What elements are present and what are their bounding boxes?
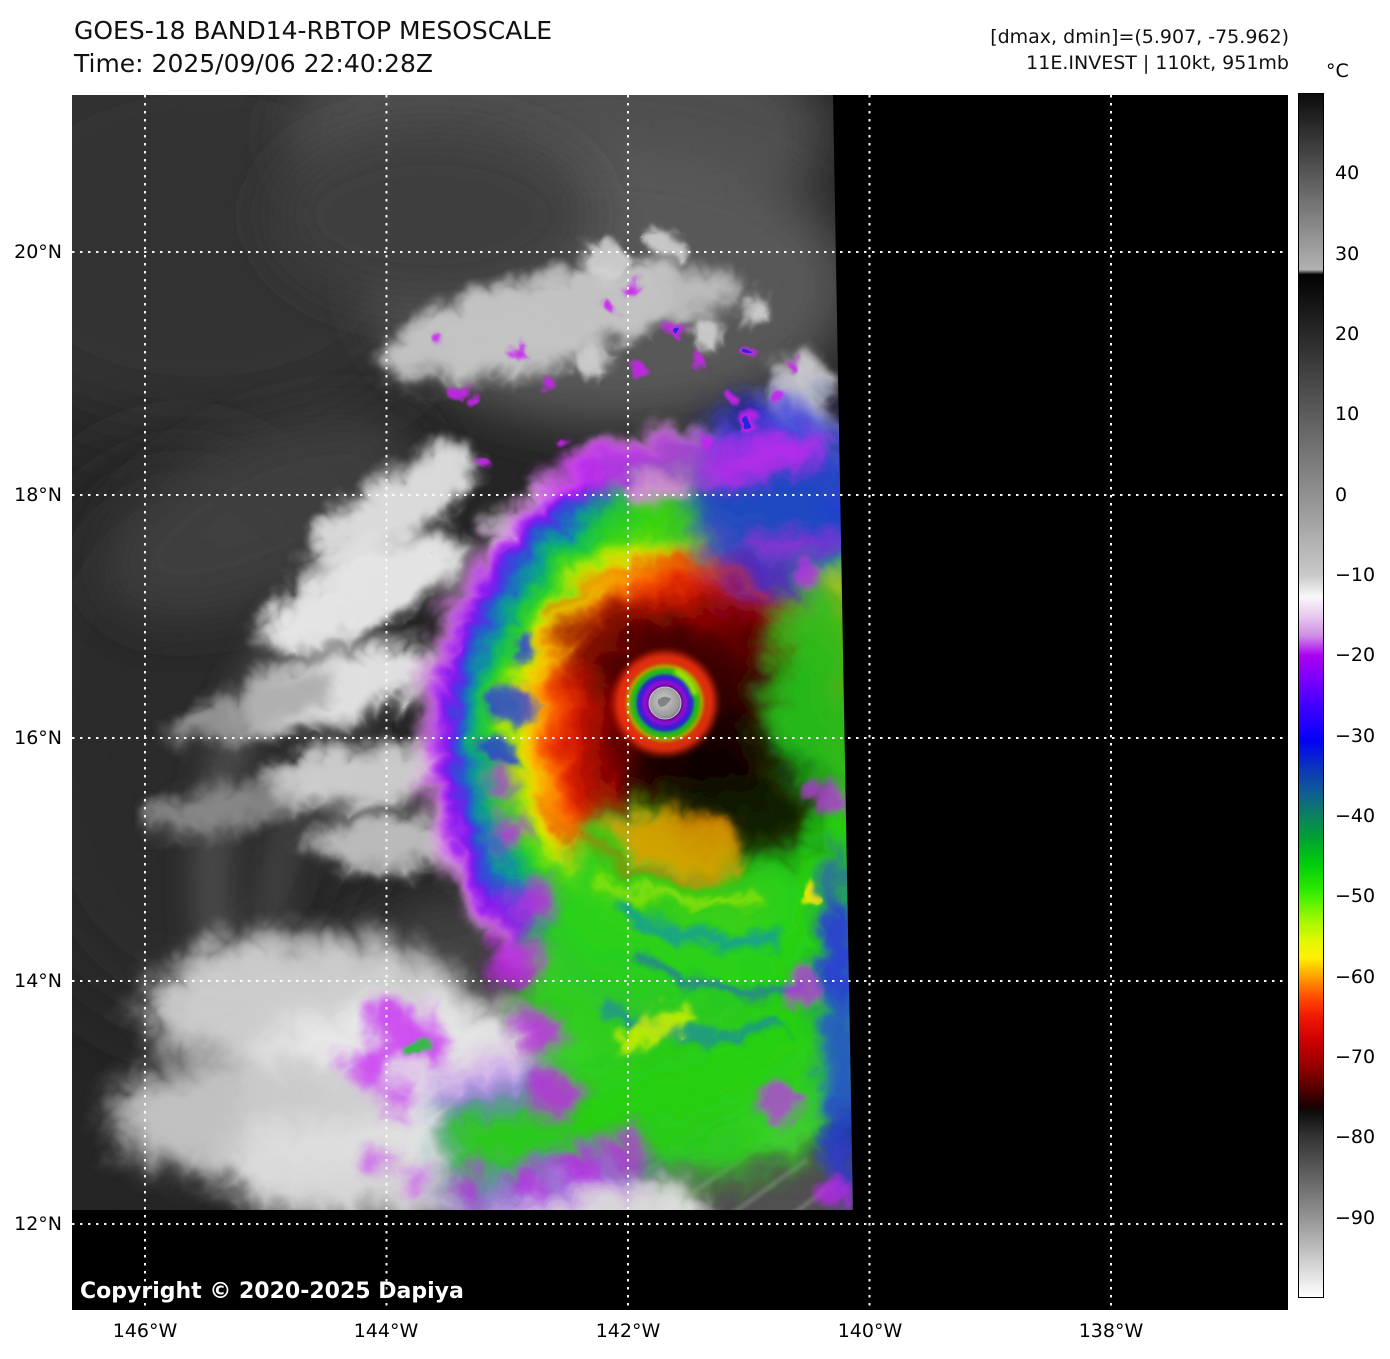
- lat-label-18n: 18°N: [14, 484, 62, 506]
- lat-label-12n: 12°N: [14, 1213, 62, 1235]
- map-plot: Copyright © 2020-2025 Dapiya: [72, 95, 1288, 1310]
- colorbar-tick-0: 0: [1335, 484, 1348, 506]
- colorbar-tick-m10: −10: [1335, 564, 1376, 586]
- copyright-label: Copyright © 2020-2025 Dapiya: [80, 1279, 464, 1304]
- colorbar-tick-m30: −30: [1335, 725, 1376, 747]
- satellite-data-layer: [72, 95, 853, 1210]
- colorbar-tick-m40: −40: [1335, 805, 1376, 827]
- colorbar: [1298, 93, 1324, 1298]
- colorbar-tick-m20: −20: [1335, 644, 1376, 666]
- figure-info: [dmax, dmin]=(5.907, -75.962) 11E.INVEST…: [990, 24, 1289, 76]
- colorbar-tick-30: 30: [1335, 243, 1360, 265]
- lat-label-20n: 20°N: [14, 241, 62, 263]
- colorbar-tick-m60: −60: [1335, 966, 1376, 988]
- satellite-image: [72, 95, 1288, 1310]
- lat-label-16n: 16°N: [14, 727, 62, 749]
- graticule: [72, 95, 1288, 1310]
- colorbar-tick-m50: −50: [1335, 885, 1376, 907]
- lon-label-146w: 146°W: [112, 1320, 178, 1342]
- lon-label-144w: 144°W: [353, 1320, 419, 1342]
- lon-label-138w: 138°W: [1078, 1320, 1144, 1342]
- info-dmax-dmin: [dmax, dmin]=(5.907, -75.962): [990, 26, 1289, 48]
- title-line2: Time: 2025/09/06 22:40:28Z: [74, 49, 433, 78]
- figure-title: GOES-18 BAND14-RBTOP MESOSCALE Time: 202…: [74, 14, 552, 80]
- lon-label-140w: 140°W: [837, 1320, 903, 1342]
- colorbar-tick-10: 10: [1335, 403, 1360, 425]
- lon-label-142w: 142°W: [595, 1320, 661, 1342]
- lat-label-14n: 14°N: [14, 970, 62, 992]
- title-line1: GOES-18 BAND14-RBTOP MESOSCALE: [74, 16, 553, 45]
- colorbar-tick-m70: −70: [1335, 1046, 1376, 1068]
- colorbar-unit-label: °C: [1326, 60, 1349, 82]
- colorbar-tick-20: 20: [1335, 323, 1360, 345]
- colorbar-tick-m90: −90: [1335, 1207, 1376, 1229]
- colorbar-tick-m80: −80: [1335, 1126, 1376, 1148]
- info-storm-status: 11E.INVEST | 110kt, 951mb: [1026, 52, 1289, 74]
- colorbar-tick-40: 40: [1335, 162, 1360, 184]
